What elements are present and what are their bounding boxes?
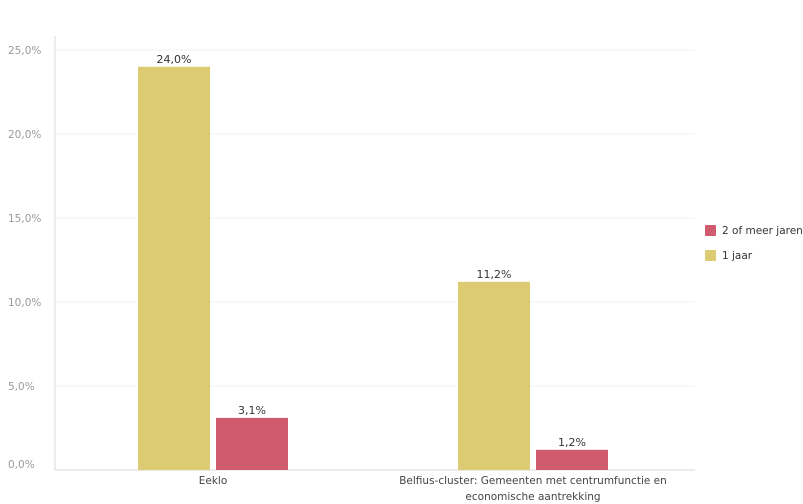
data-label: 1,2% [558, 436, 586, 449]
y-tick-label: 0,0% [8, 459, 35, 471]
bar-2-of-meer-jaren-0[interactable] [216, 417, 288, 470]
y-tick-label: 20,0% [8, 129, 41, 141]
y-tick-label: 15,0% [8, 213, 41, 225]
legend-label[interactable]: 2 of meer jaren [722, 225, 803, 237]
x-category-label: economische aantrekking [465, 491, 600, 503]
x-category-label: Belfius-cluster: Gemeenten met centrumfu… [399, 475, 667, 487]
bar-1-jaar-1[interactable] [458, 281, 530, 470]
bars-layer [138, 66, 608, 471]
labels-layer: 0,0% 5,0% 10,0% 15,0% 20,0% 25,0% 24,0% 11,2% 3,… [8, 45, 667, 503]
data-label: 3,1% [238, 404, 266, 417]
data-label: 24,0% [157, 53, 192, 66]
x-category-label: Eeklo [199, 475, 228, 487]
y-tick-label: 25,0% [8, 45, 41, 57]
y-tick-label: 10,0% [8, 297, 41, 309]
legend-label[interactable]: 1 jaar [722, 250, 753, 262]
bar-2-of-meer-jaren-1[interactable] [536, 449, 608, 470]
data-label: 11,2% [477, 268, 512, 281]
bar-1-jaar-0[interactable] [138, 66, 210, 471]
legend[interactable]: 2 of meer jaren 1 jaar [705, 225, 803, 262]
y-tick-label: 5,0% [8, 381, 35, 393]
legend-swatch-1-jaar[interactable] [705, 250, 716, 261]
legend-swatch-2-of-meer-jaren[interactable] [705, 225, 716, 236]
